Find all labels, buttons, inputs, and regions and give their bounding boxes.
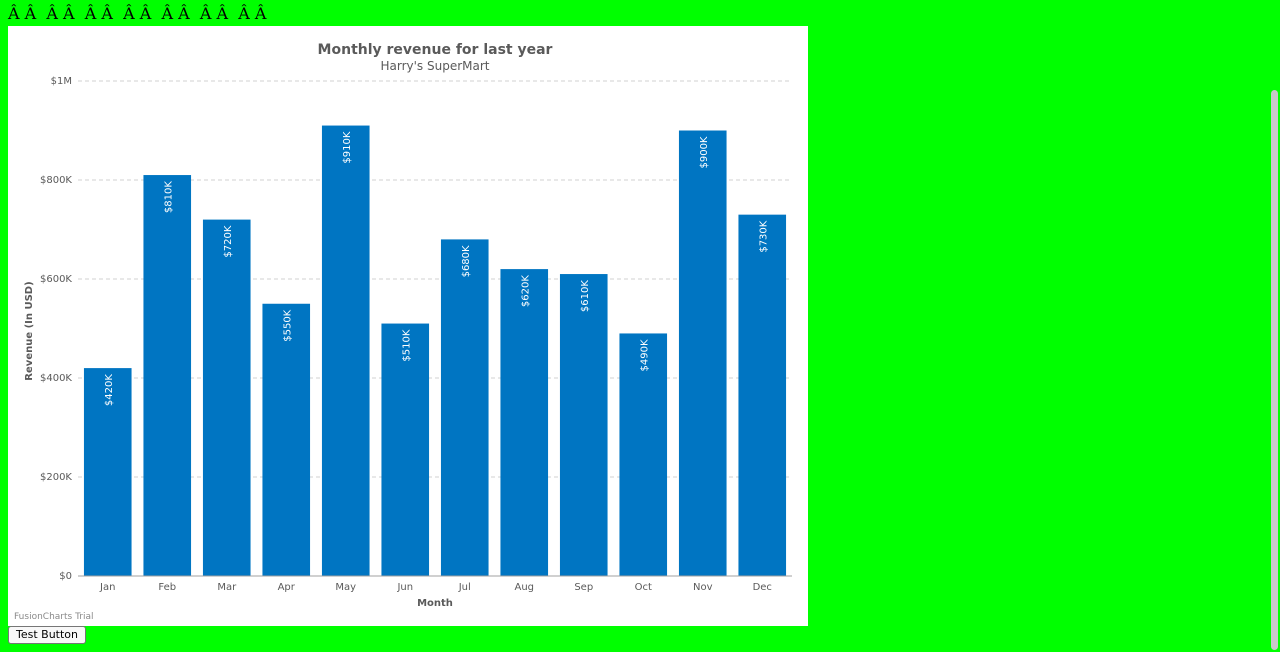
x-tick-label: Mar (217, 582, 237, 593)
bar-sep[interactable] (559, 274, 608, 576)
y-axis-title: Revenue (In USD) (24, 281, 35, 380)
x-tick-label: Jul (458, 582, 471, 593)
chart-container: Monthly revenue for last year Harry's Su… (8, 26, 808, 626)
test-button[interactable]: Test Button (8, 626, 87, 644)
data-label: $900K (699, 136, 710, 168)
x-axis-title: Month (417, 598, 453, 609)
data-label: $620K (520, 275, 531, 307)
data-labels: $420K $810K $720K $550K $910K $510K $680K $620K… (104, 131, 770, 406)
revenue-bar-chart: Monthly revenue for last year Harry's Su… (14, 42, 792, 622)
x-tick-label: Sep (574, 582, 593, 593)
bar-nov[interactable] (678, 130, 727, 577)
x-tick-label: Jun (396, 582, 413, 593)
x-tick-label: Apr (278, 582, 296, 593)
y-tick-label: $0 (59, 571, 72, 582)
watermark-text: FusionCharts Trial (14, 612, 93, 622)
bar-jun[interactable] (381, 323, 430, 576)
data-label: $680K (461, 245, 472, 277)
bar-jul[interactable] (440, 239, 489, 576)
x-tick-label: Aug (514, 582, 534, 593)
x-tick-label: Nov (693, 582, 713, 593)
x-tick-label: Jan (99, 582, 115, 593)
x-tick-label: Dec (753, 582, 772, 593)
bar-oct[interactable] (619, 333, 668, 576)
data-label: $720K (223, 225, 234, 257)
bar-mar[interactable] (202, 219, 251, 576)
bar-jan[interactable] (83, 368, 132, 576)
gridlines (78, 80, 792, 478)
data-label: $420K (104, 374, 115, 406)
bar-dec[interactable] (738, 214, 787, 576)
y-tick-label: $200K (40, 472, 72, 483)
data-label: $910K (342, 131, 353, 163)
y-axis-ticks: $0 $200K $400K $600K $800K $1M (40, 76, 72, 582)
data-label: $490K (639, 339, 650, 371)
y-tick-label: $800K (40, 175, 72, 186)
bar-apr[interactable] (262, 303, 311, 576)
x-axis-ticks: Jan Feb Mar Apr May Jun Jul Aug Sep Oct Nov Dec (99, 582, 772, 593)
bar-feb[interactable] (143, 175, 192, 577)
chart-subtitle: Harry's SuperMart (380, 59, 489, 73)
x-tick-label: Feb (158, 582, 176, 593)
bar-may[interactable] (321, 125, 370, 577)
y-tick-label: $1M (51, 76, 72, 87)
x-tick-label: May (335, 582, 356, 593)
bars (83, 125, 787, 577)
y-tick-label: $600K (40, 274, 72, 285)
y-tick-label: $400K (40, 373, 72, 384)
x-tick-label: Oct (635, 582, 652, 593)
data-label: $730K (758, 220, 769, 252)
mojibake-text: Â Â Â Â Â Â Â Â Â Â Â Â Â Â (8, 4, 267, 23)
data-label: $510K (401, 329, 412, 361)
bar-aug[interactable] (500, 269, 549, 576)
data-label: $610K (580, 280, 591, 312)
data-label: $550K (282, 309, 293, 341)
vertical-scrollbar[interactable] (1271, 90, 1278, 650)
data-label: $810K (163, 181, 174, 213)
chart-title: Monthly revenue for last year (318, 42, 553, 58)
